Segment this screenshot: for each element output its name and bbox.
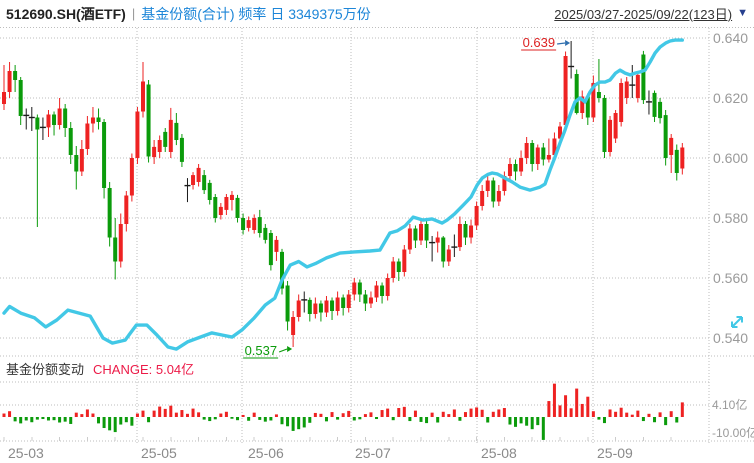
svg-text:0.540: 0.540	[713, 330, 748, 346]
svg-text:25-07: 25-07	[355, 445, 391, 461]
svg-text:25-03: 25-03	[8, 445, 44, 461]
svg-text:25-09: 25-09	[597, 445, 633, 461]
x-axis-labels: 25-03 25-05 25-06 25-07 25-08 25-09	[8, 445, 633, 461]
gridlines-layer	[0, 27, 754, 444]
svg-text:-10.00亿: -10.00亿	[712, 425, 754, 440]
series-indicator-label[interactable]: 基金份额(合计) 频率 日 3349375万份	[141, 5, 371, 22]
symbol-label: 512690.SH(酒ETF)	[6, 5, 126, 22]
svg-text:25-05: 25-05	[141, 445, 177, 461]
svg-text:0.580: 0.580	[713, 210, 748, 226]
chart-header: 512690.SH(酒ETF) | 基金份额(合计) 频率 日 3349375万…	[0, 0, 754, 27]
svg-text:0.620: 0.620	[713, 90, 748, 106]
svg-text:0.537: 0.537	[245, 343, 278, 358]
price-annotations: 0.639 0.537	[243, 35, 571, 359]
date-range-selector[interactable]: 2025/03/27-2025/09/22(123日) ▼	[554, 4, 748, 23]
lower-panel-title: 基金份额变动	[6, 362, 85, 377]
expand-icon[interactable]	[727, 312, 747, 332]
svg-text:25-06: 25-06	[248, 445, 284, 461]
share-change-value: CHANGE: 5.04亿	[93, 362, 195, 377]
svg-text:0.639: 0.639	[523, 35, 556, 50]
svg-text:0.560: 0.560	[713, 270, 748, 286]
title-group: 512690.SH(酒ETF) | 基金份额(合计) 频率 日 3349375万…	[6, 4, 371, 24]
title-separator: |	[131, 6, 136, 21]
svg-text:4.10亿: 4.10亿	[712, 397, 747, 412]
volume-axis-labels: 4.10亿 -10.00亿	[712, 397, 754, 440]
expand-arrows-glyph	[731, 316, 743, 328]
week-ticks	[3, 437, 672, 441]
share-line-series	[2, 38, 684, 351]
candlestick-series	[2, 41, 685, 347]
svg-text:0.600: 0.600	[713, 150, 748, 166]
lower-panel-header: 基金份额变动 CHANGE: 5.04亿	[6, 359, 194, 378]
price-axis-labels: 0.640 0.620 0.600 0.580 0.560 0.540	[713, 30, 748, 346]
dropdown-triangle-icon[interactable]: ▼	[737, 7, 748, 19]
svg-text:0.640: 0.640	[713, 30, 748, 46]
date-range-label[interactable]: 2025/03/27-2025/09/22(123日)	[554, 7, 733, 22]
svg-text:25-08: 25-08	[481, 445, 517, 461]
share-change-bars	[2, 383, 684, 440]
